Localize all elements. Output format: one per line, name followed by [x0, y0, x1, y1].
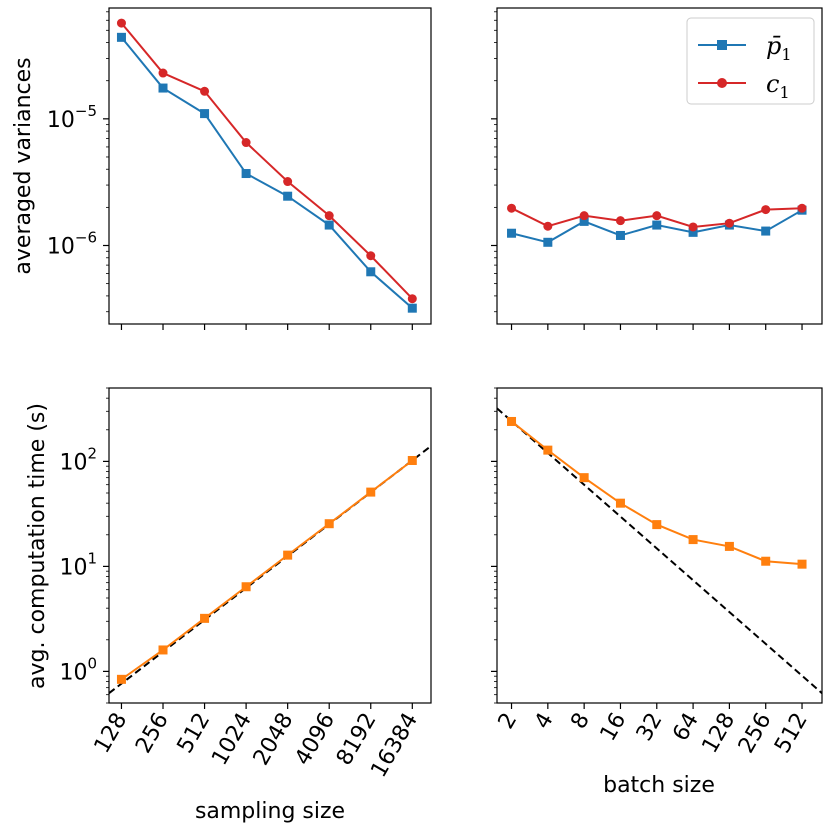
- plot-content: [109, 445, 431, 694]
- legend-label-p1: p̄1: [766, 32, 792, 64]
- legend: p̄1 c1: [686, 17, 815, 105]
- x-axis-label-sampling-size: sampling size: [195, 799, 345, 824]
- data-point: [158, 645, 168, 655]
- panel-top-right: [491, 7, 823, 330]
- y-tick-label: 10−5: [47, 102, 97, 133]
- axes-frame: [496, 7, 823, 325]
- data-point: [507, 416, 517, 426]
- legend-label-p1-base: p̄: [766, 32, 781, 60]
- axes-frame: [108, 387, 432, 704]
- y-tick-label-exponent: 2: [87, 444, 97, 462]
- data-point: [407, 294, 417, 304]
- data-point: [724, 218, 734, 228]
- series-line: [120, 22, 414, 300]
- y-tick-label: 101: [59, 549, 97, 580]
- plot-area: [491, 11, 807, 330]
- data-point: [688, 227, 698, 237]
- data-point: [543, 237, 553, 247]
- legend-box: [686, 17, 815, 105]
- data-point: [366, 251, 376, 261]
- data-point: [116, 32, 126, 42]
- plot-area: 10−510−6: [47, 11, 417, 330]
- plot-content: [497, 407, 822, 694]
- data-point: [615, 498, 625, 508]
- data-point: [507, 203, 517, 213]
- data-point: [761, 226, 771, 236]
- y-tick-label-base: 10: [59, 660, 87, 685]
- data-point: [543, 445, 553, 455]
- y-tick-label: 102: [59, 444, 97, 475]
- data-point: [116, 674, 126, 684]
- plot-content: [116, 18, 417, 313]
- data-point: [652, 220, 662, 230]
- data-point: [579, 211, 589, 221]
- legend-label-p1-sub: 1: [781, 45, 791, 64]
- data-point: [688, 222, 698, 232]
- reference-line: [497, 407, 822, 694]
- data-point: [652, 211, 662, 221]
- data-point: [324, 220, 334, 230]
- y-axis-label-variances: averaged variances: [11, 57, 36, 274]
- plot-content: [507, 203, 807, 247]
- x-axis-label-batch-size: batch size: [603, 773, 715, 798]
- axes-frame: [496, 387, 823, 704]
- y-tick-label-base: 10: [47, 234, 75, 259]
- legend-label-c1-sub: 1: [779, 83, 789, 102]
- data-point: [507, 228, 517, 238]
- data-point: [200, 613, 210, 623]
- data-point: [241, 169, 251, 179]
- data-point: [407, 455, 417, 465]
- legend-marker-p1: [717, 40, 727, 50]
- y-tick-label-base: 10: [59, 555, 87, 580]
- data-point: [158, 83, 168, 93]
- data-point: [688, 535, 698, 545]
- data-point: [324, 211, 334, 221]
- data-point: [543, 221, 553, 231]
- legend-label-c1: c1: [766, 70, 790, 102]
- data-point: [241, 582, 251, 592]
- y-tick-label-exponent: −6: [75, 228, 97, 246]
- data-point: [761, 556, 771, 566]
- data-point: [724, 541, 734, 551]
- data-point: [241, 138, 251, 148]
- data-point: [200, 86, 210, 96]
- y-tick-label-base: 10: [59, 450, 87, 475]
- data-point: [579, 473, 589, 483]
- data-point: [283, 177, 293, 187]
- y-tick-label-exponent: 1: [87, 549, 97, 567]
- series-line: [120, 459, 413, 681]
- data-point: [579, 216, 589, 226]
- data-point: [116, 18, 126, 28]
- data-point: [366, 267, 376, 277]
- panel-top-left: 10−510−6: [47, 7, 432, 330]
- series-line: [120, 36, 413, 309]
- data-point: [407, 303, 417, 313]
- y-tick-label: 10−6: [47, 228, 97, 259]
- data-point: [797, 203, 807, 213]
- data-point: [366, 487, 376, 497]
- y-tick-label-base: 10: [47, 108, 75, 133]
- data-point: [200, 109, 210, 119]
- data-point: [615, 230, 625, 240]
- legend-marker-c1: [717, 78, 727, 88]
- data-point: [324, 519, 334, 529]
- data-point: [797, 559, 807, 569]
- data-point: [652, 520, 662, 530]
- axes-frame: [108, 7, 432, 325]
- y-axis-label-time: avg. computation time (s): [25, 403, 50, 689]
- data-point: [158, 68, 168, 78]
- data-point: [283, 550, 293, 560]
- y-tick-label-exponent: −5: [75, 102, 97, 120]
- y-tick-label: 100: [59, 654, 97, 685]
- data-point: [761, 205, 771, 215]
- legend-label-c1-base: c: [766, 70, 779, 98]
- data-point: [615, 216, 625, 226]
- y-tick-label-exponent: 0: [87, 654, 97, 672]
- data-point: [283, 191, 293, 201]
